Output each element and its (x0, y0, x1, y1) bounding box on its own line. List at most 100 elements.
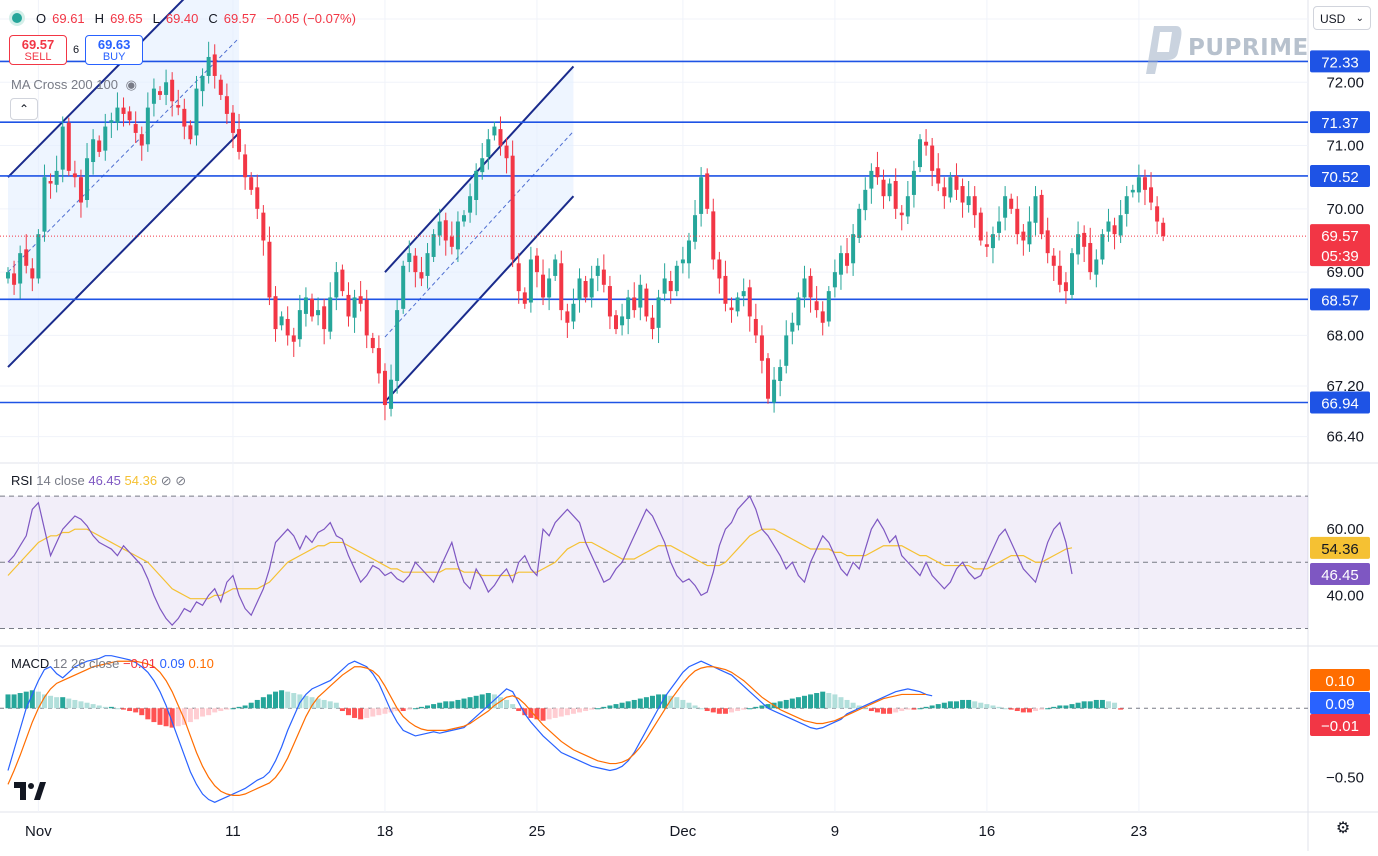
macd-histogram-bar (1087, 701, 1093, 709)
candle-body (626, 297, 631, 319)
rsi-series-line (7, 495, 1073, 627)
macd-legend[interactable]: MACD 12 26 close −0.01 0.09 0.10 (11, 656, 214, 671)
candle-body (285, 318, 290, 336)
candle-body (358, 296, 363, 304)
candle-body (741, 291, 746, 297)
candle-body (978, 212, 983, 241)
na-icon: ⊘ ⊘ (160, 473, 187, 488)
hidden-eye-icon[interactable]: ◉ (125, 77, 137, 92)
candle-body (1015, 208, 1020, 235)
candle-body (103, 126, 108, 151)
macd-histogram-bar (41, 694, 47, 709)
rsi-legend[interactable]: RSI 14 close 46.45 54.36 ⊘ ⊘ (11, 473, 186, 489)
macd-histogram-bar (96, 705, 102, 709)
candle-body (796, 297, 801, 326)
macd-histogram-bar (491, 694, 497, 709)
rsi-params: 14 close (36, 473, 85, 488)
candle-body (553, 259, 558, 276)
candle-body (638, 284, 643, 308)
macd-histogram-bar (722, 708, 728, 714)
macd-histogram-bar (1002, 708, 1008, 710)
candle-body (121, 107, 126, 114)
candle-body (273, 296, 278, 330)
candle-body (243, 154, 248, 178)
candle-body (133, 124, 138, 133)
buy-price: 69.63 (97, 37, 131, 52)
macd-histogram-bar (990, 705, 996, 709)
x-tick-label: 16 (979, 823, 996, 840)
candle-body (547, 278, 552, 298)
candle-body (899, 212, 904, 216)
channel-fill (8, 0, 240, 368)
candle-body (571, 303, 576, 322)
sell-button[interactable]: 69.57 SELL (9, 35, 67, 65)
candle-body (851, 234, 856, 264)
currency-select[interactable]: USD ⌄ (1313, 6, 1371, 30)
macd-histogram-bar (1118, 708, 1124, 710)
macd-histogram-bar (1008, 708, 1014, 710)
candle-body (717, 259, 722, 279)
candle-body (589, 278, 594, 298)
macd-histogram-bar (455, 699, 461, 709)
candle-body (85, 158, 90, 200)
candle-body (36, 234, 41, 279)
macd-histogram-bar (510, 704, 516, 709)
candle-body (1155, 206, 1160, 222)
candle-body (18, 253, 23, 284)
collapse-legend-button[interactable]: ⌃ (10, 98, 38, 120)
macd-histogram-bar (552, 708, 558, 718)
open-value: 69.61 (52, 10, 85, 26)
candle-body (522, 292, 527, 304)
macd-histogram-bar (844, 699, 850, 709)
candle-body (170, 79, 175, 102)
macd-histogram-bar (418, 706, 424, 709)
candle-body (826, 291, 831, 322)
candle-body (48, 181, 53, 184)
candle-body (705, 173, 710, 209)
candle-body (936, 168, 941, 184)
macd-histogram-bar (260, 697, 266, 709)
candle-body (747, 287, 752, 317)
candle-body (212, 54, 217, 76)
candle-body (230, 112, 235, 133)
macd-histogram-bar (327, 701, 333, 709)
macd-histogram-bar (345, 708, 351, 716)
candle-body (6, 272, 10, 279)
macd-line-value: 0.09 (159, 656, 185, 671)
settings-gear-icon[interactable]: ⚙ (1335, 820, 1351, 837)
macd-histogram-bar (108, 706, 114, 709)
candle-body (486, 139, 491, 157)
macd-badge-label: −0.01 (1321, 718, 1359, 735)
macd-histogram-bar (589, 708, 595, 710)
brand-logo: PUPRIME (1136, 22, 1309, 74)
macd-histogram-bar (175, 708, 181, 727)
macd-histogram-bar (868, 708, 874, 712)
price-badge-label: 71.37 (1321, 115, 1359, 132)
macd-histogram-bar (795, 697, 801, 709)
ma-cross-legend[interactable]: MA Cross 200 100 ◉ (11, 77, 137, 93)
candle-body (1070, 253, 1074, 295)
macd-histogram-bar (789, 698, 795, 709)
candle-body (60, 126, 65, 170)
open-label: O (36, 10, 47, 26)
buy-button[interactable]: 69.63 BUY (85, 35, 144, 65)
rsi-value: 46.45 (88, 473, 121, 488)
macd-histogram-bar (35, 691, 41, 709)
candle-body (158, 91, 162, 95)
macd-histogram-bar (735, 708, 741, 712)
candle-body (419, 272, 424, 279)
candle-body (72, 173, 77, 178)
macd-histogram-bar (1112, 702, 1118, 709)
candle-body (1094, 259, 1099, 275)
candle-body (729, 307, 734, 311)
macd-histogram-bar (1045, 708, 1051, 710)
rsi-tick-label: 60.00 (1326, 521, 1364, 538)
macd-histogram-bar (339, 708, 345, 712)
candle-body (224, 96, 229, 114)
sell-label: SELL (24, 51, 52, 63)
candle-body (498, 129, 503, 146)
macd-histogram-bar (23, 691, 29, 709)
candle-body (139, 134, 144, 146)
